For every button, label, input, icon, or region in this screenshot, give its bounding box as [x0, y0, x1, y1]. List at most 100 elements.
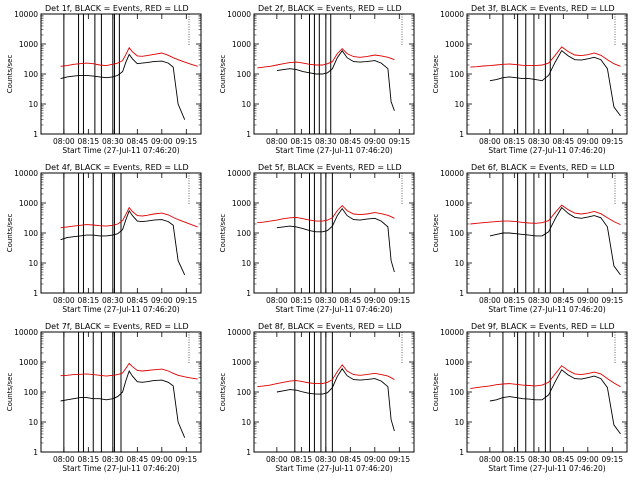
x-tick-label: 08:30: [315, 455, 337, 464]
y-tick-label: 1: [33, 289, 38, 298]
y-tick-label: 10000: [14, 328, 38, 337]
y-tick-label: 10: [454, 259, 464, 268]
x-axis-label: Start Time (27-Jul-11 07:46:20): [62, 305, 179, 314]
x-tick-label: 09:00: [577, 296, 599, 305]
panel-2: Det 2f, BLACK = Events, RED = LLD 1 10 100 1…: [219, 4, 415, 155]
plot-frame: [253, 13, 415, 135]
series-line-events: [60, 53, 186, 120]
x-tick-label: 08:45: [127, 296, 149, 305]
panel-title: Det 2f, BLACK = Events, RED = LLD: [258, 4, 402, 13]
y-axis-label: Counts/sec: [432, 55, 440, 94]
plot-frame: [40, 13, 202, 135]
y-tick-label: 100: [237, 388, 252, 397]
y-tick-label: 100: [237, 70, 252, 79]
x-axis-label: Start Time (27-Jul-11 07:46:20): [62, 146, 179, 155]
x-tick-label: 09:00: [151, 137, 173, 146]
x-tick-label: 08:30: [315, 137, 337, 146]
series-line-lld: [470, 46, 621, 68]
x-axis-label: Start Time (27-Jul-11 07:46:20): [275, 305, 392, 314]
y-tick-label: 100: [450, 70, 465, 79]
y-tick-label: 1000: [232, 40, 251, 49]
panel-title: Det 3f, BLACK = Events, RED = LLD: [471, 4, 615, 13]
y-axis-label: Counts/sec: [432, 373, 440, 412]
y-tick-label: 10000: [440, 169, 464, 178]
x-tick-label: 08:00: [479, 137, 501, 146]
y-tick-label: 10: [241, 418, 251, 427]
x-tick-label: 09:00: [577, 137, 599, 146]
y-tick-label: 10: [28, 100, 38, 109]
series-line-events: [276, 367, 395, 432]
series-line-lld: [257, 364, 395, 388]
y-tick-label: 100: [24, 388, 39, 397]
panel-5: Det 5f, BLACK = Events, RED = LLD 1 10 100 1…: [219, 163, 415, 314]
y-tick-label: 1: [33, 448, 38, 457]
y-tick-label: 1000: [445, 40, 464, 49]
x-tick-label: 08:15: [78, 137, 100, 146]
panel-title: Det 8f, BLACK = Events, RED = LLD: [258, 322, 402, 331]
y-tick-label: 1000: [19, 199, 38, 208]
y-tick-label: 10: [241, 259, 251, 268]
y-tick-label: 1000: [232, 199, 251, 208]
x-tick-label: 09:15: [175, 296, 197, 305]
y-axis-label: Counts/sec: [6, 55, 14, 94]
panel-6: Det 6f, BLACK = Events, RED = LLD 1 10 100 1…: [432, 163, 628, 314]
x-axis-label: Start Time (27-Jul-11 07:46:20): [275, 146, 392, 155]
x-tick-label: 08:15: [78, 296, 100, 305]
x-tick-label: 08:00: [53, 455, 75, 464]
x-tick-label: 08:15: [291, 296, 313, 305]
x-tick-label: 09:15: [175, 137, 197, 146]
x-tick-label: 09:00: [364, 137, 386, 146]
x-tick-label: 08:45: [340, 455, 362, 464]
series-line-events: [60, 369, 186, 438]
panel-title: Det 5f, BLACK = Events, RED = LLD: [258, 163, 402, 172]
series-line-events: [489, 50, 621, 117]
x-tick-label: 08:30: [528, 455, 550, 464]
x-axis-label: Start Time (27-Jul-11 07:46:20): [62, 464, 179, 473]
y-tick-label: 100: [237, 229, 252, 238]
panel-9: Det 9f, BLACK = Events, RED = LLD 1 10 100 1…: [432, 322, 628, 473]
y-tick-label: 100: [24, 229, 39, 238]
y-tick-label: 10: [28, 418, 38, 427]
x-tick-label: 08:30: [528, 137, 550, 146]
x-tick-label: 09:15: [601, 137, 623, 146]
x-tick-label: 09:00: [577, 455, 599, 464]
y-tick-label: 10000: [440, 328, 464, 337]
x-tick-label: 08:15: [504, 137, 526, 146]
x-tick-label: 08:30: [315, 296, 337, 305]
x-tick-label: 08:15: [504, 296, 526, 305]
x-tick-label: 08:30: [528, 296, 550, 305]
panel-title: Det 6f, BLACK = Events, RED = LLD: [471, 163, 615, 172]
x-tick-label: 08:45: [553, 296, 575, 305]
y-tick-label: 1000: [19, 40, 38, 49]
x-tick-label: 09:15: [601, 296, 623, 305]
series-line-events: [276, 49, 395, 111]
y-axis-label: Counts/sec: [219, 214, 227, 253]
x-tick-label: 08:00: [266, 296, 288, 305]
y-tick-label: 10: [454, 418, 464, 427]
y-tick-label: 100: [450, 388, 465, 397]
y-tick-label: 1000: [232, 358, 251, 367]
x-tick-label: 08:15: [504, 455, 526, 464]
x-tick-label: 08:30: [102, 296, 124, 305]
series-line-events: [489, 369, 621, 435]
plot-frame: [466, 13, 628, 135]
x-axis-label: Start Time (27-Jul-11 07:46:20): [488, 305, 605, 314]
x-tick-label: 08:45: [340, 137, 362, 146]
x-tick-label: 08:15: [78, 455, 100, 464]
x-tick-label: 08:45: [340, 296, 362, 305]
x-tick-label: 09:15: [175, 455, 197, 464]
y-axis-label: Counts/sec: [219, 373, 227, 412]
x-tick-label: 08:00: [479, 296, 501, 305]
x-tick-label: 08:00: [53, 296, 75, 305]
y-tick-label: 1000: [445, 199, 464, 208]
y-tick-label: 10: [241, 100, 251, 109]
x-tick-label: 09:00: [151, 296, 173, 305]
y-axis-label: Counts/sec: [432, 214, 440, 253]
x-axis-label: Start Time (27-Jul-11 07:46:20): [488, 464, 605, 473]
x-tick-label: 09:00: [151, 455, 173, 464]
panel-title: Det 7f, BLACK = Events, RED = LLD: [45, 322, 189, 331]
y-tick-label: 10: [454, 100, 464, 109]
x-tick-label: 09:00: [364, 455, 386, 464]
x-tick-label: 08:45: [127, 455, 149, 464]
